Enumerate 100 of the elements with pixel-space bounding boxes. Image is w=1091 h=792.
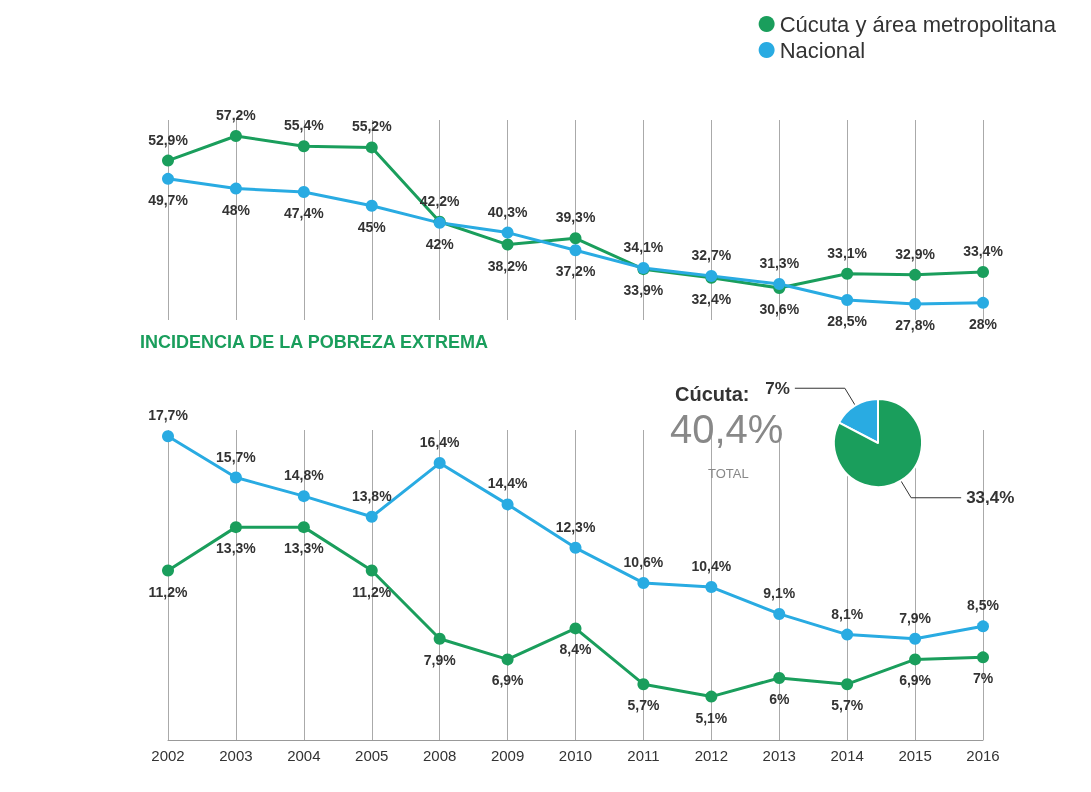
point [162, 154, 174, 167]
point [229, 182, 242, 195]
legend-label: Cúcuta y área metropolitana [779, 11, 1057, 37]
data-label: 37,2% [555, 263, 596, 280]
data-label: 7,9% [899, 609, 932, 626]
data-label: 13,3% [216, 540, 257, 557]
point [841, 267, 854, 280]
x-tick-label: 2016 [966, 747, 1000, 764]
data-label: 40,3% [487, 203, 528, 220]
data-label: 5,7% [627, 697, 660, 714]
chart-title: INCIDENCIA DE LA POBREZA EXTREMA [140, 332, 489, 352]
x-tick-label: 2014 [830, 747, 864, 764]
data-label: 33,9% [623, 282, 664, 299]
data-label: 13,3% [283, 540, 325, 557]
point [841, 678, 854, 691]
point [637, 678, 650, 691]
data-label: 31,3% [759, 255, 800, 271]
point [365, 564, 378, 577]
point [909, 298, 922, 310]
data-label: 10,6% [623, 553, 664, 570]
data-label: 8,1% [831, 605, 864, 622]
data-label: 11,2% [352, 583, 392, 600]
chart-title: Cúcuta: [675, 383, 750, 405]
data-label: 48% [221, 201, 251, 218]
data-label: 8,4% [559, 641, 592, 658]
data-label: 42,2% [419, 192, 461, 209]
data-label: 28,5% [827, 313, 868, 329]
point [365, 199, 378, 212]
point [162, 430, 174, 443]
point [705, 581, 718, 594]
point [229, 521, 242, 534]
point [705, 690, 718, 703]
point [162, 172, 174, 185]
data-label: 14,8% [283, 467, 325, 484]
data-label: 52,9% [148, 131, 189, 148]
data-label: 11,2% [148, 583, 189, 600]
data-label: 32,4% [691, 290, 732, 307]
data-label: 15,7% [216, 448, 257, 465]
data-label: 39,3% [555, 209, 596, 226]
annotation: 40,4% [670, 407, 784, 451]
data-label: 38,2% [487, 257, 528, 274]
data-label: 45% [357, 218, 387, 235]
point [501, 498, 514, 511]
data-label: 30,6% [759, 301, 800, 317]
point [773, 607, 786, 620]
point [501, 653, 514, 666]
data-label: 12,3% [555, 518, 596, 535]
data-label: 33,4% [966, 488, 1015, 508]
data-label: 42% [425, 235, 455, 252]
point [501, 226, 514, 239]
point [977, 620, 989, 633]
data-label: 16,4% [419, 434, 461, 451]
x-tick-label: 2011 [627, 747, 660, 764]
point [433, 632, 446, 645]
data-label: 55,2% [351, 118, 393, 135]
x-tick-label: 2004 [287, 747, 321, 764]
point [773, 278, 786, 290]
x-tick-label: 2013 [762, 747, 796, 764]
point [297, 521, 310, 534]
legend-label: Nacional [779, 37, 866, 63]
point [569, 232, 582, 245]
point [637, 576, 650, 589]
data-label: 7,9% [423, 651, 457, 668]
data-label: 28% [968, 315, 998, 332]
x-tick-label: 2009 [490, 747, 525, 764]
point [365, 141, 378, 154]
x-tick-label: 2008 [422, 747, 457, 764]
data-label: 47,4% [283, 205, 325, 221]
point [569, 541, 582, 554]
data-label: 5,1% [695, 709, 728, 726]
point [909, 268, 922, 281]
x-tick-label: 2002 [151, 747, 185, 764]
data-label: 57,2% [216, 107, 257, 123]
point [841, 294, 854, 306]
data-label: 7% [765, 378, 790, 398]
point [841, 628, 854, 641]
point [977, 296, 989, 309]
data-label: 49,7% [148, 191, 189, 208]
data-label: 33,4% [963, 243, 1004, 259]
data-label: 6% [769, 691, 790, 707]
point [229, 130, 242, 142]
point [977, 651, 989, 664]
point [977, 266, 989, 278]
point [501, 238, 514, 251]
data-label: 8,5% [967, 597, 1000, 614]
point [909, 632, 922, 645]
data-label: 27,8% [895, 317, 936, 333]
point [773, 672, 786, 684]
data-label: 55,4% [283, 117, 325, 134]
data-label: 7% [972, 670, 994, 687]
point [909, 653, 922, 666]
data-label: 13,8% [351, 487, 393, 504]
data-label: 17,7% [148, 407, 189, 424]
point [569, 244, 582, 257]
data-label: 14,4% [487, 475, 528, 492]
point [162, 564, 174, 577]
x-tick-label: 2003 [219, 747, 253, 764]
point [569, 622, 582, 635]
data-label: 34,1% [623, 239, 664, 255]
x-tick-label: 2010 [558, 747, 593, 764]
